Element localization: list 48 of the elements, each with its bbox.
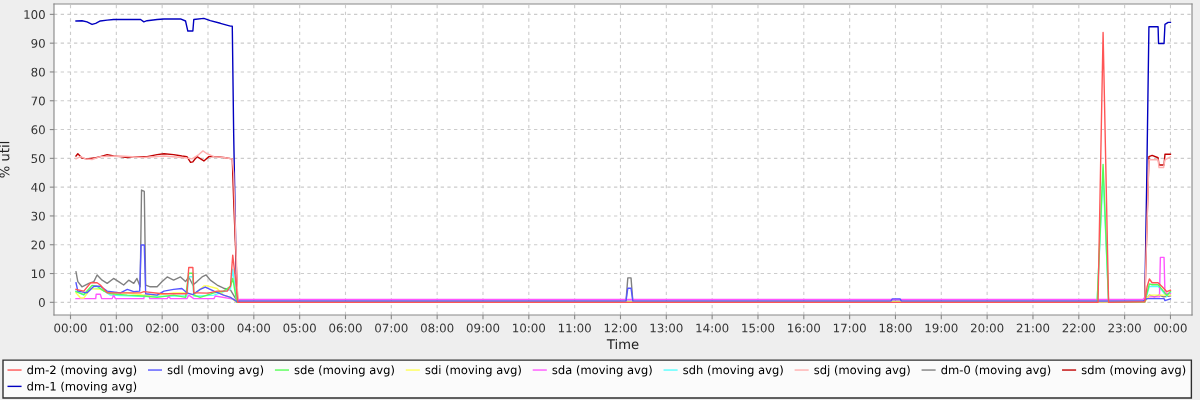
legend-label: sda (moving avg) (552, 365, 652, 377)
x-tick-label: 11:00 (558, 323, 591, 333)
x-tick-label: 02:00 (145, 323, 179, 333)
legend-label: sdj (moving avg) (814, 365, 910, 377)
x-tick-label: 20:00 (970, 323, 1004, 333)
x-tick-label: 12:00 (604, 323, 637, 333)
legend-label: sdi (moving avg) (425, 365, 521, 377)
x-tick-label: 17:00 (833, 323, 866, 333)
x-tick-label: 13:00 (650, 323, 683, 333)
y-tick-label: 20 (31, 240, 45, 250)
x-tick-label: 07:00 (375, 323, 408, 333)
x-tick-label: 14:00 (696, 323, 729, 333)
x-tick-label: 01:00 (100, 323, 133, 333)
y-tick-label: 50 (31, 154, 45, 163)
legend-label: sdh (moving avg) (683, 365, 783, 377)
y-tick-label: 90 (31, 38, 45, 48)
x-tick-label: 04:00 (237, 323, 271, 333)
x-tick-label: 00:00 (1154, 323, 1187, 333)
y-tick-label: 10 (31, 269, 45, 279)
legend-label: sdl (moving avg) (167, 365, 264, 377)
x-tick-label: 06:00 (329, 323, 362, 333)
y-tick-label: 70 (31, 96, 45, 106)
x-tick-label: 18:00 (879, 323, 912, 333)
legend-label: sde (moving avg) (294, 365, 394, 377)
x-tick-label: 21:00 (1016, 323, 1050, 333)
x-tick-label: 15:00 (742, 323, 775, 333)
y-tick-label: 100 (24, 10, 45, 20)
legend-label: dm-1 (moving avg) (27, 381, 137, 393)
y-tick-label: 80 (31, 67, 45, 77)
x-tick-label: 19:00 (925, 323, 958, 333)
x-tick-label: 09:00 (466, 323, 500, 333)
x-tick-label: 08:00 (420, 323, 454, 333)
y-tick-label: 0 (38, 298, 45, 307)
x-tick-label: 00:00 (54, 323, 87, 333)
legend-label: sdm (moving avg) (1081, 365, 1186, 377)
x-tick-label: 10:00 (513, 323, 546, 333)
x-tick-label: 23:00 (1108, 323, 1141, 333)
y-tick-label: 40 (31, 182, 45, 192)
x-tick-label: 03:00 (191, 323, 225, 333)
legend-label: dm-0 (moving avg) (941, 365, 1051, 377)
x-tick-label: 16:00 (788, 323, 821, 333)
y-axis-title: % util (0, 141, 10, 178)
x-tick-label: 22:00 (1062, 323, 1096, 333)
x-axis-title: Time (606, 338, 639, 350)
x-tick-label: 05:00 (283, 323, 316, 333)
y-tick-label: 30 (31, 211, 45, 221)
y-tick-label: 60 (31, 125, 45, 135)
legend-label: dm-2 (moving avg) (27, 365, 137, 377)
